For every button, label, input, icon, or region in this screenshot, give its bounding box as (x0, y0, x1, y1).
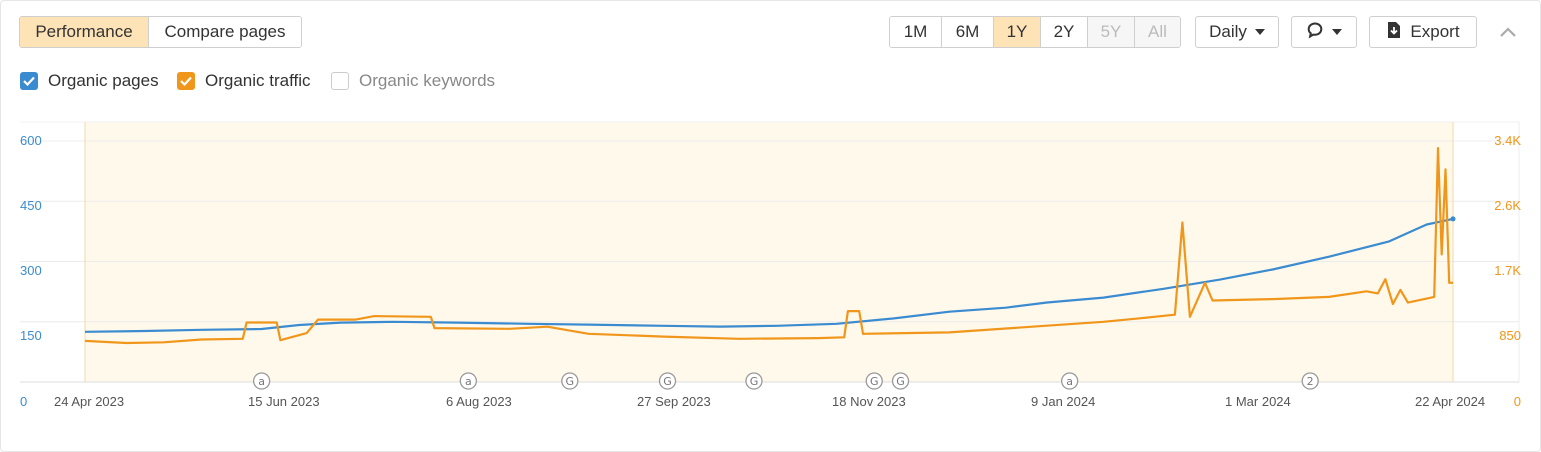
export-label: Export (1410, 22, 1460, 41)
annotation-symbol: G (750, 375, 759, 388)
download-icon (1386, 21, 1402, 44)
x-tick-label: 22 Apr 2024 (1415, 394, 1486, 409)
y-left-tick: 300 (20, 263, 42, 278)
checkbox-checked-icon[interactable] (177, 72, 195, 90)
x-tick-label: 24 Apr 2023 (54, 394, 125, 409)
range-selector: 1M 6M 1Y 2Y 5Y All (889, 16, 1181, 48)
series-line-organic-traffic (84, 147, 1453, 345)
annotation-symbol: G (870, 375, 879, 388)
export-button[interactable]: Export (1369, 16, 1477, 48)
annotation-symbol: a (1066, 375, 1073, 388)
legend-organic-keywords[interactable]: Organic keywords (331, 71, 495, 91)
annotation-symbol: a (258, 375, 265, 388)
legend-organic-pages[interactable]: Organic pages (20, 71, 159, 91)
annotation-symbol: G (566, 375, 575, 388)
legend-label: Organic traffic (205, 71, 311, 90)
range-all: All (1135, 17, 1180, 47)
y-left-tick: 450 (20, 198, 42, 213)
annotations-dropdown[interactable] (1291, 16, 1357, 48)
chevron-down-icon (1332, 29, 1342, 35)
x-tick-label: 27 Sep 2023 (637, 394, 711, 409)
legend-label: Organic keywords (359, 71, 496, 90)
annotation-marker[interactable] (865, 372, 883, 390)
plot-area (85, 122, 1453, 382)
y-left-tick: 150 (20, 328, 42, 343)
chevron-up-icon[interactable] (1497, 22, 1519, 42)
interval-dropdown[interactable]: Daily (1195, 16, 1279, 48)
interval-label: Daily (1209, 22, 1247, 41)
tab-performance[interactable]: Performance (20, 17, 149, 47)
annotation-marker[interactable] (891, 372, 910, 390)
y-right-tick: 850 (1499, 328, 1521, 343)
comment-icon (1306, 21, 1324, 44)
x-tick-label: 6 Aug 2023 (446, 394, 512, 409)
range-6m[interactable]: 6M (942, 17, 994, 47)
annotation-marker[interactable] (1061, 372, 1079, 390)
range-1y[interactable]: 1Y (994, 17, 1041, 47)
annotation-marker[interactable] (1301, 372, 1319, 390)
annotation-symbol: G (896, 375, 905, 388)
checkbox-checked-icon[interactable] (20, 72, 38, 90)
annotation-symbol: a (465, 375, 472, 388)
range-5y: 5Y (1088, 17, 1135, 47)
y-right-tick: 3.4K (1494, 133, 1521, 148)
x-tick-label: 9 Jan 2024 (1031, 394, 1096, 409)
annotation-marker[interactable] (561, 372, 579, 390)
x-tick-label: 1 Mar 2024 (1225, 394, 1291, 409)
range-1m[interactable]: 1M (890, 17, 942, 47)
checkbox-unchecked-icon[interactable] (331, 72, 349, 90)
x-tick-label: 18 Nov 2023 (832, 394, 906, 409)
x-tick-label: 15 Jun 2023 (248, 394, 320, 409)
tab-compare-pages[interactable]: Compare pages (149, 17, 301, 47)
annotation-symbol: G (663, 375, 672, 388)
annotation-marker[interactable] (658, 372, 677, 390)
y-left-tick: 0 (20, 394, 28, 409)
view-tabs: Performance Compare pages (19, 16, 302, 48)
y-right-tick: 2.6K (1494, 198, 1521, 213)
annotation-symbol: 2 (1307, 375, 1314, 388)
chevron-down-icon (1254, 29, 1265, 35)
annotation-marker[interactable] (745, 372, 763, 390)
legend-organic-traffic[interactable]: Organic traffic (177, 71, 311, 91)
y-right-tick: 0 (1513, 394, 1521, 409)
annotation-marker[interactable] (459, 372, 477, 390)
series-line-organic-pages (84, 217, 1454, 333)
y-left-tick: 600 (20, 133, 42, 148)
annotation-marker[interactable] (252, 372, 271, 390)
range-2y[interactable]: 2Y (1041, 17, 1088, 47)
legend-label: Organic pages (48, 71, 159, 90)
y-right-tick: 1.7K (1494, 263, 1521, 278)
series-end-marker (1450, 216, 1456, 222)
